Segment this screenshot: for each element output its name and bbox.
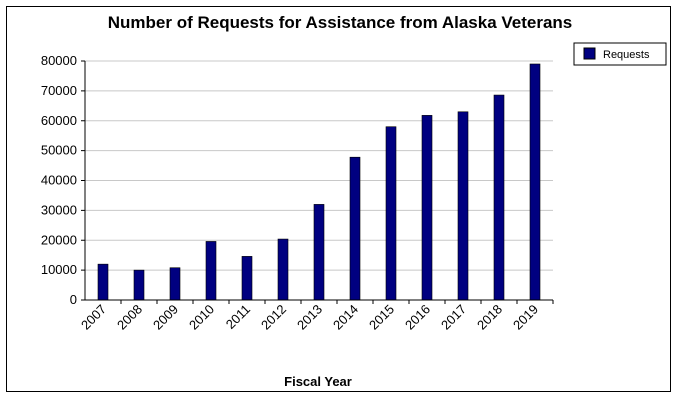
- x-tick-labels: 2007 2008 2009 2010 2011 2012 2013 2014 2015 2016…: [78, 302, 541, 333]
- bar-2017: [457, 111, 469, 301]
- y-tick-label: 40000: [41, 173, 77, 188]
- legend-swatch: [583, 47, 596, 60]
- bar-2010: [205, 241, 217, 301]
- legend-label: Requests: [603, 49, 650, 61]
- x-axis-label: Fiscal Year: [284, 374, 352, 389]
- x-tick-label: 2010: [186, 302, 217, 333]
- bar-2019: [529, 63, 541, 301]
- gridlines: [85, 60, 553, 271]
- legend-box: [573, 42, 667, 66]
- x-tick-label: 2018: [474, 302, 505, 333]
- x-tick-label: 2012: [258, 302, 289, 333]
- bar-2011: [241, 256, 253, 301]
- x-tick-label: 2017: [438, 302, 469, 333]
- bar-2008: [133, 269, 145, 301]
- axes: [81, 60, 554, 304]
- x-tick-label: 2008: [114, 302, 145, 333]
- y-tick-label: 20000: [41, 232, 77, 247]
- x-tick-label: 2013: [294, 302, 325, 333]
- legend: Requests: [573, 42, 667, 66]
- x-tick-label: 2007: [78, 302, 109, 333]
- bar-2016: [421, 115, 433, 301]
- x-tick-label: 2019: [510, 302, 541, 333]
- y-tick-label: 60000: [41, 113, 77, 128]
- y-tick-label: 50000: [41, 143, 77, 158]
- y-tick-label: 80000: [41, 53, 77, 68]
- bar-2018: [493, 94, 505, 301]
- bar-2013: [313, 204, 325, 301]
- bar-2014: [349, 156, 361, 301]
- y-tick-label: 0: [70, 292, 77, 307]
- x-tick-label: 2009: [150, 302, 181, 333]
- bars: [97, 63, 541, 301]
- bar-2015: [385, 126, 397, 301]
- bar-2009: [169, 267, 181, 301]
- x-tick-label: 2015: [366, 302, 397, 333]
- chart-frame: [6, 6, 671, 392]
- bar-2007: [97, 263, 109, 301]
- y-tick-labels: 0 10000 20000 30000 40000 50000 60000 70000 8000…: [41, 53, 77, 307]
- bar-2012: [277, 238, 289, 301]
- x-tick-label: 2011: [223, 302, 253, 332]
- chart-title: Number of Requests for Assistance from A…: [108, 13, 573, 32]
- y-tick-label: 70000: [41, 83, 77, 98]
- x-tick-label: 2014: [330, 302, 361, 333]
- y-tick-label: 30000: [41, 202, 77, 217]
- y-tick-label: 10000: [41, 262, 77, 277]
- x-tick-label: 2016: [402, 302, 433, 333]
